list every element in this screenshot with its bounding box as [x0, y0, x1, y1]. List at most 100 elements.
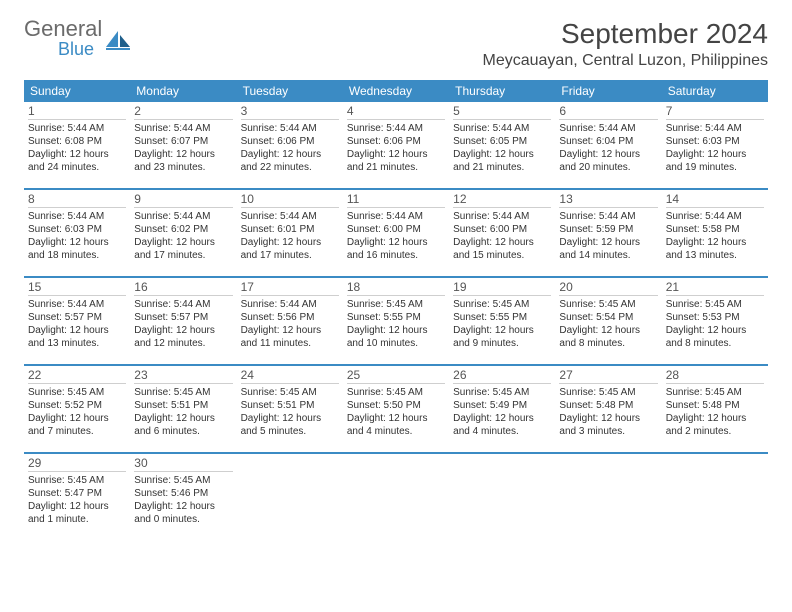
- daylight-line: Daylight: 12 hours and 5 minutes.: [241, 412, 339, 438]
- day-number: 29: [28, 456, 126, 472]
- sunrise-line: Sunrise: 5:44 AM: [453, 122, 551, 135]
- day-detail: Sunrise: 5:44 AMSunset: 5:59 PMDaylight:…: [559, 210, 657, 262]
- logo-word-blue: Blue: [58, 39, 102, 60]
- sunset-line: Sunset: 5:52 PM: [28, 399, 126, 412]
- sunset-line: Sunset: 5:59 PM: [559, 223, 657, 236]
- sunrise-line: Sunrise: 5:44 AM: [134, 210, 232, 223]
- day-cell: 25 Sunrise: 5:45 AMSunset: 5:50 PMDayligh…: [343, 366, 449, 452]
- day-number: 15: [28, 280, 126, 296]
- day-cell: 17 Sunrise: 5:44 AMSunset: 5:56 PMDayligh…: [237, 278, 343, 364]
- daylight-line: Daylight: 12 hours and 20 minutes.: [559, 148, 657, 174]
- day-detail: Sunrise: 5:45 AMSunset: 5:47 PMDaylight:…: [28, 474, 126, 526]
- day-cell: [555, 454, 661, 540]
- day-detail: Sunrise: 5:44 AMSunset: 5:56 PMDaylight:…: [241, 298, 339, 350]
- day-cell: 24Sunrise: 5:45 AMSunset: 5:51 PMDayligh…: [237, 366, 343, 452]
- day-number: 20: [559, 280, 657, 296]
- day-number: 1: [28, 104, 126, 120]
- day-cell: 28Sunrise: 5:45 AMSunset: 5:48 PMDayligh…: [662, 366, 768, 452]
- day-cell: 21 Sunrise: 5:45 AMSunset: 5:53 PMDayligh…: [662, 278, 768, 364]
- sunset-line: Sunset: 6:07 PM: [134, 135, 232, 148]
- day-cell: 16Sunrise: 5:44 AMSunset: 5:57 PMDayligh…: [130, 278, 236, 364]
- day-cell: 4Sunrise: 5:44 AMSunset: 6:06 PMDaylight…: [343, 102, 449, 188]
- day-detail: Sunrise: 5:45 AMSunset: 5:53 PMDaylight:…: [666, 298, 764, 350]
- day-cell: 12Sunrise: 5:44 AMSunset: 6:00 PMDayligh…: [449, 190, 555, 276]
- day-cell: 3 Sunrise: 5:44 AMSunset: 6:06 PMDaylight…: [237, 102, 343, 188]
- week-row: 22Sunrise: 5:45 AMSunset: 5:52 PMDayligh…: [24, 366, 768, 454]
- day-detail: Sunrise: 5:44 AMSunset: 6:00 PMDaylight:…: [347, 210, 445, 262]
- day-detail: Sunrise: 5:44 AMSunset: 6:08 PMDaylight:…: [28, 122, 126, 174]
- daylight-line: Daylight: 12 hours and 9 minutes.: [453, 324, 551, 350]
- day-cell: 9Sunrise: 5:44 AMSunset: 6:02 PMDaylight…: [130, 190, 236, 276]
- day-number: 17: [241, 280, 339, 296]
- sunset-line: Sunset: 5:58 PM: [666, 223, 764, 236]
- sunset-line: Sunset: 5:55 PM: [347, 311, 445, 324]
- day-cell: 11Sunrise: 5:44 AMSunset: 6:00 PMDayligh…: [343, 190, 449, 276]
- day-detail: Sunrise: 5:45 AMSunset: 5:55 PMDaylight:…: [453, 298, 551, 350]
- sunset-line: Sunset: 5:55 PM: [453, 311, 551, 324]
- header: General Blue September 2024 Meycauayan, …: [24, 18, 768, 70]
- sunset-line: Sunset: 6:05 PM: [453, 135, 551, 148]
- day-cell: 29 Sunrise: 5:45 AMSunset: 5:47 PMDayligh…: [24, 454, 130, 540]
- daylight-line: Daylight: 12 hours and 22 minutes.: [241, 148, 339, 174]
- sunrise-line: Sunrise: 5:45 AM: [666, 298, 764, 311]
- day-number: 3: [241, 104, 339, 120]
- sunrise-line: Sunrise: 5:45 AM: [241, 386, 339, 399]
- day-cell: 27Sunrise: 5:45 AMSunset: 5:48 PMDayligh…: [555, 366, 661, 452]
- logo-word-general: General: [24, 16, 102, 41]
- daylight-line: Daylight: 12 hours and 17 minutes.: [134, 236, 232, 262]
- sunrise-line: Sunrise: 5:45 AM: [28, 474, 126, 487]
- day-detail: Sunrise: 5:44 AMSunset: 6:00 PMDaylight:…: [453, 210, 551, 262]
- sunrise-line: Sunrise: 5:45 AM: [453, 298, 551, 311]
- sunset-line: Sunset: 5:48 PM: [559, 399, 657, 412]
- daylight-line: Daylight: 12 hours and 8 minutes.: [666, 324, 764, 350]
- day-cell: 2Sunrise: 5:44 AMSunset: 6:07 PMDaylight…: [130, 102, 236, 188]
- day-detail: Sunrise: 5:44 AMSunset: 6:01 PMDaylight:…: [241, 210, 339, 262]
- weekday-header: Monday: [130, 80, 236, 102]
- day-cell: 5 Sunrise: 5:44 AMSunset: 6:05 PMDaylight…: [449, 102, 555, 188]
- sunset-line: Sunset: 6:06 PM: [347, 135, 445, 148]
- day-detail: Sunrise: 5:44 AMSunset: 6:06 PMDaylight:…: [347, 122, 445, 174]
- daylight-line: Daylight: 12 hours and 0 minutes.: [134, 500, 232, 526]
- sunset-line: Sunset: 5:50 PM: [347, 399, 445, 412]
- title-block: September 2024 Meycauayan, Central Luzon…: [483, 18, 769, 70]
- day-number: 5: [453, 104, 551, 120]
- daylight-line: Daylight: 12 hours and 17 minutes.: [241, 236, 339, 262]
- sunset-line: Sunset: 5:47 PM: [28, 487, 126, 500]
- day-cell: 7Sunrise: 5:44 AMSunset: 6:03 PMDaylight…: [662, 102, 768, 188]
- day-number: 27: [559, 368, 657, 384]
- weekday-header: Sunday: [24, 80, 130, 102]
- day-cell: 8Sunrise: 5:44 AMSunset: 6:03 PMDaylight…: [24, 190, 130, 276]
- day-cell: 13Sunrise: 5:44 AMSunset: 5:59 PMDayligh…: [555, 190, 661, 276]
- week-row: 8Sunrise: 5:44 AMSunset: 6:03 PMDaylight…: [24, 190, 768, 278]
- sunrise-line: Sunrise: 5:45 AM: [347, 386, 445, 399]
- day-detail: Sunrise: 5:44 AMSunset: 6:06 PMDaylight:…: [241, 122, 339, 174]
- sunset-line: Sunset: 6:00 PM: [347, 223, 445, 236]
- sunrise-line: Sunrise: 5:44 AM: [28, 122, 126, 135]
- day-number: 21: [666, 280, 764, 296]
- sunset-line: Sunset: 5:54 PM: [559, 311, 657, 324]
- daylight-line: Daylight: 12 hours and 10 minutes.: [347, 324, 445, 350]
- sunset-line: Sunset: 5:51 PM: [241, 399, 339, 412]
- day-number: 18: [347, 280, 445, 296]
- sunset-line: Sunset: 5:57 PM: [28, 311, 126, 324]
- day-detail: Sunrise: 5:44 AMSunset: 6:05 PMDaylight:…: [453, 122, 551, 174]
- sunset-line: Sunset: 5:48 PM: [666, 399, 764, 412]
- daylight-line: Daylight: 12 hours and 6 minutes.: [134, 412, 232, 438]
- day-number: 23: [134, 368, 232, 384]
- day-detail: Sunrise: 5:44 AMSunset: 5:57 PMDaylight:…: [28, 298, 126, 350]
- daylight-line: Daylight: 12 hours and 1 minute.: [28, 500, 126, 526]
- day-detail: Sunrise: 5:45 AMSunset: 5:54 PMDaylight:…: [559, 298, 657, 350]
- daylight-line: Daylight: 12 hours and 7 minutes.: [28, 412, 126, 438]
- day-detail: Sunrise: 5:45 AMSunset: 5:51 PMDaylight:…: [241, 386, 339, 438]
- day-number: 25: [347, 368, 445, 384]
- sunset-line: Sunset: 5:53 PM: [666, 311, 764, 324]
- daylight-line: Daylight: 12 hours and 23 minutes.: [134, 148, 232, 174]
- sunrise-line: Sunrise: 5:45 AM: [453, 386, 551, 399]
- location-label: Meycauayan, Central Luzon, Philippines: [483, 52, 769, 70]
- day-detail: Sunrise: 5:45 AMSunset: 5:50 PMDaylight:…: [347, 386, 445, 438]
- day-cell: 19Sunrise: 5:45 AMSunset: 5:55 PMDayligh…: [449, 278, 555, 364]
- sunrise-line: Sunrise: 5:44 AM: [241, 298, 339, 311]
- daylight-line: Daylight: 12 hours and 15 minutes.: [453, 236, 551, 262]
- sunset-line: Sunset: 6:03 PM: [666, 135, 764, 148]
- sunset-line: Sunset: 5:57 PM: [134, 311, 232, 324]
